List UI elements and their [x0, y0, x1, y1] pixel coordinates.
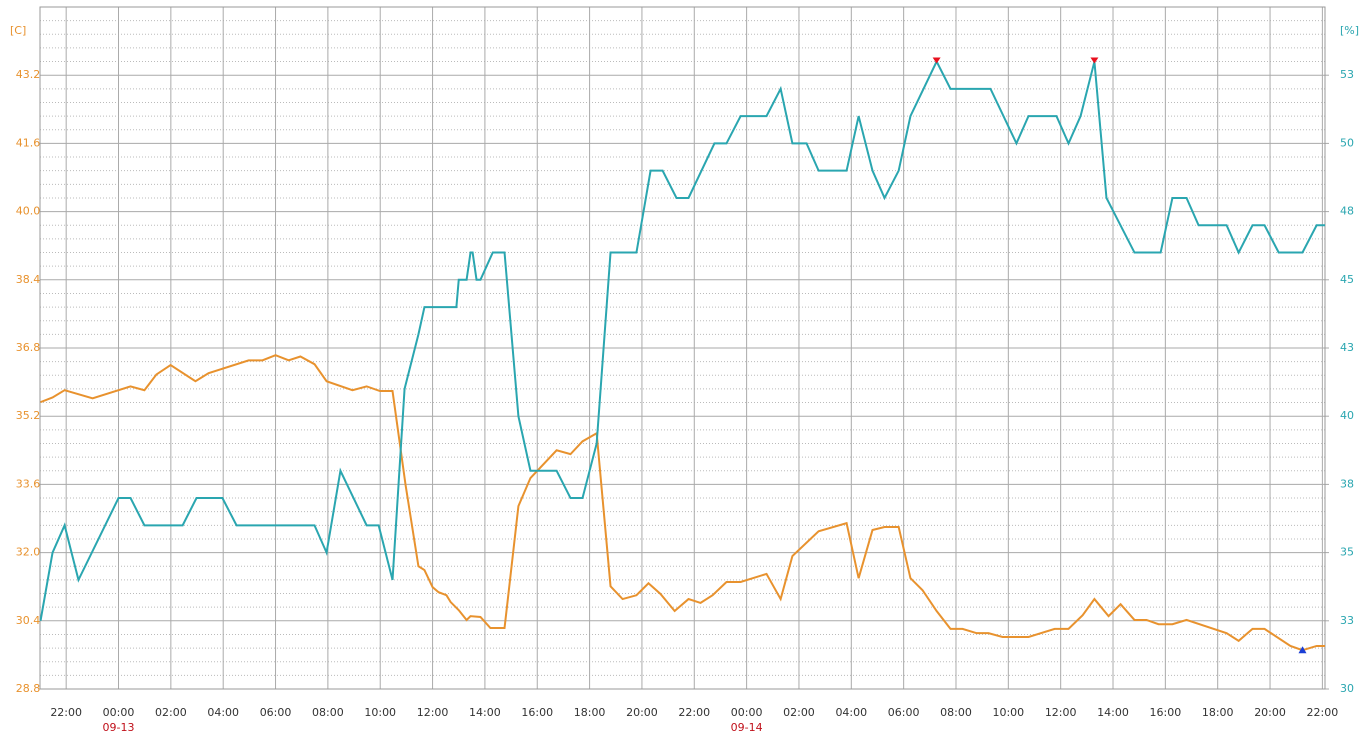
plot-border: [39, 6, 1326, 690]
x-tick-label: 00:00: [731, 706, 763, 719]
x-tick-label: 22:00: [50, 706, 82, 719]
x-tick-label: 04:00: [207, 706, 239, 719]
date-label: 09-14: [731, 721, 763, 734]
y-tick-label: 33.6: [16, 477, 41, 490]
x-tick-label: 18:00: [1202, 706, 1234, 719]
y2-tick-label: 53: [1340, 68, 1354, 81]
x-tick-label: 16:00: [521, 706, 553, 719]
x-tick-label: 22:00: [1307, 706, 1339, 719]
x-tick-label: 06:00: [888, 706, 920, 719]
x-tick-label: 20:00: [1254, 706, 1286, 719]
y-axis-unit: [C]: [10, 24, 26, 37]
series-line: [40, 354, 1325, 652]
date-label: 09-13: [103, 721, 135, 734]
x-tick-label: 02:00: [155, 706, 187, 719]
y2-tick-label: 45: [1340, 273, 1354, 286]
x-tick-label: 14:00: [1097, 706, 1129, 719]
x-tick-label: 20:00: [626, 706, 658, 719]
y2-tick-label: 43: [1340, 341, 1354, 354]
y-tick-label: 36.8: [16, 341, 41, 354]
x-tick-label: 14:00: [469, 706, 501, 719]
y2-tick-label: 30: [1340, 682, 1354, 695]
y-tick-label: 43.2: [16, 68, 41, 81]
x-tick-label: 12:00: [417, 706, 449, 719]
x-tick-label: 04:00: [835, 706, 867, 719]
y-tick-label: 38.4: [16, 273, 41, 286]
y2-tick-label: 33: [1340, 614, 1354, 627]
y-tick-label: 40.0: [16, 205, 41, 218]
y2-tick-label: 38: [1340, 477, 1354, 490]
max-marker: [932, 57, 941, 64]
x-tick-label: 00:00: [103, 706, 135, 719]
x-tick-label: 18:00: [574, 706, 606, 719]
x-tick-label: 02:00: [783, 706, 815, 719]
x-tick-label: 10:00: [992, 706, 1024, 719]
y2-tick-label: 50: [1340, 136, 1354, 149]
x-tick-label: 08:00: [312, 706, 344, 719]
x-tick-label: 16:00: [1150, 706, 1182, 719]
max-marker: [1090, 57, 1099, 64]
y2-axis-unit: [%]: [1340, 24, 1359, 37]
y-tick-label: 41.6: [16, 136, 41, 149]
y-tick-label: 30.4: [16, 614, 41, 627]
x-tick-label: 22:00: [678, 706, 710, 719]
y2-tick-label: 35: [1340, 546, 1354, 559]
y2-tick-label: 48: [1340, 205, 1354, 218]
x-tick-label: 06:00: [260, 706, 292, 719]
y-tick-label: 35.2: [16, 409, 41, 422]
x-tick-label: 08:00: [940, 706, 972, 719]
min-marker: [1298, 646, 1307, 654]
x-tick-label: 12:00: [1045, 706, 1077, 719]
y-tick-label: 28.8: [16, 682, 41, 695]
y-tick-label: 32.0: [16, 546, 41, 559]
y2-tick-label: 40: [1340, 409, 1354, 422]
series-line: [39, 59, 1325, 621]
x-tick-label: 10:00: [364, 706, 396, 719]
